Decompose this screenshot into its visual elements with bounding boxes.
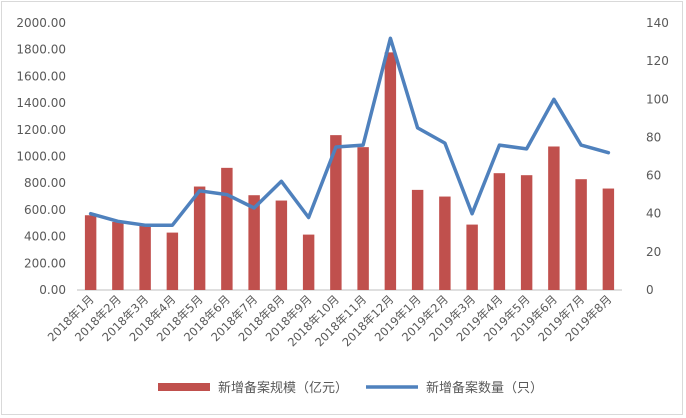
left-tick-label: 400.00 (24, 230, 66, 244)
bar-12 (384, 52, 397, 291)
bar-7 (248, 195, 260, 290)
bar-18 (548, 146, 560, 290)
bar-17 (520, 175, 533, 290)
line-series (88, 36, 611, 227)
left-tick-label: 600.00 (24, 203, 66, 217)
left-axis-ticks: 0.00 200.00 400.00 600.00 800.00 1000.00 1200.… (16, 16, 66, 297)
right-axis-ticks: 0 20 40 60 80 100 120 140 (646, 16, 669, 297)
bar-20 (602, 188, 615, 290)
bar-series (84, 52, 615, 291)
left-tick-label: 1600.00 (16, 69, 66, 83)
bar-1 (84, 215, 97, 290)
right-tick-label: 140 (646, 16, 669, 30)
bar-4 (166, 232, 179, 290)
left-tick-label: 800.00 (24, 176, 66, 190)
right-tick-label: 120 (646, 54, 669, 68)
quantity-line (88, 36, 611, 227)
bar-19 (575, 179, 587, 290)
bar-10 (330, 135, 342, 290)
bar-5 (193, 186, 206, 290)
right-tick-label: 20 (646, 245, 661, 259)
bar-2 (112, 221, 124, 290)
category-axis-ticks: 2018年1月2018年2月2018年3月2018年4月2018年5月2018年… (45, 292, 615, 349)
right-tick-label: 40 (646, 207, 661, 221)
bar-15 (466, 224, 478, 290)
bar-13 (411, 189, 424, 290)
right-tick-label: 80 (646, 130, 661, 144)
right-tick-label: 60 (646, 169, 661, 183)
bar-14 (439, 196, 451, 290)
legend-line-label: 新增备案数量（只） (426, 380, 543, 396)
bar-3 (139, 225, 151, 290)
bar-9 (302, 234, 315, 290)
right-tick-label: 0 (646, 283, 654, 297)
left-tick-label: 1400.00 (16, 96, 66, 110)
bar-6 (221, 167, 233, 290)
legend: 新增备案规模（亿元） 新增备案数量（只） (158, 380, 543, 396)
left-tick-label: 0.00 (39, 283, 66, 297)
left-tick-label: 1000.00 (16, 150, 66, 164)
legend-bar-swatch (158, 383, 210, 391)
bar-16 (493, 173, 506, 290)
legend-bar-label: 新增备案规模（亿元） (218, 380, 348, 396)
right-tick-label: 100 (646, 92, 669, 106)
left-tick-label: 2000.00 (16, 16, 66, 30)
bar-8 (275, 200, 288, 290)
bar-11 (357, 147, 369, 290)
left-tick-label: 1200.00 (16, 123, 66, 137)
left-tick-label: 1800.00 (16, 43, 66, 57)
left-tick-label: 200.00 (24, 256, 66, 270)
